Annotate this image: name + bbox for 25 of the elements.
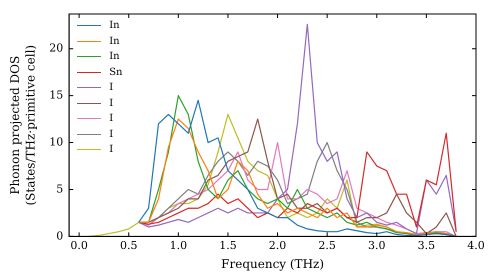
x-tick-label: 0.5 — [120, 238, 138, 252]
legend-label: In — [109, 50, 120, 64]
y-tick-label: 15 — [49, 88, 64, 102]
legend-label: I — [109, 81, 114, 95]
x-tick-label: 1.5 — [219, 238, 237, 252]
x-axis-title: Frequency (THz) — [221, 256, 324, 271]
y-tick-label: 0 — [56, 229, 64, 242]
legend-label: I — [109, 112, 114, 126]
legend-label: I — [109, 143, 114, 157]
y-tick-label: 10 — [49, 135, 64, 148]
x-tick-label: 4.0 — [467, 238, 485, 252]
y-tick-label: 20 — [49, 42, 64, 55]
x-tick-label: 3.0 — [368, 238, 386, 252]
x-tick-label: 1.0 — [170, 238, 188, 252]
x-tick-label: 2.0 — [268, 238, 286, 252]
legend-label: Sn — [109, 66, 122, 80]
x-tick-label: 2.5 — [318, 238, 336, 252]
legend-label: I — [109, 96, 114, 110]
legend-label: In — [109, 19, 120, 33]
legend-label: I — [109, 128, 114, 142]
legend-label: In — [109, 34, 120, 48]
y-tick-label: 5 — [56, 182, 64, 196]
y-axis-title: Phonon projected DOS (States/THz·primitive cell) — [8, 44, 38, 206]
x-tick-label: 3.5 — [418, 238, 436, 252]
x-tick-label: 0.0 — [70, 238, 88, 252]
